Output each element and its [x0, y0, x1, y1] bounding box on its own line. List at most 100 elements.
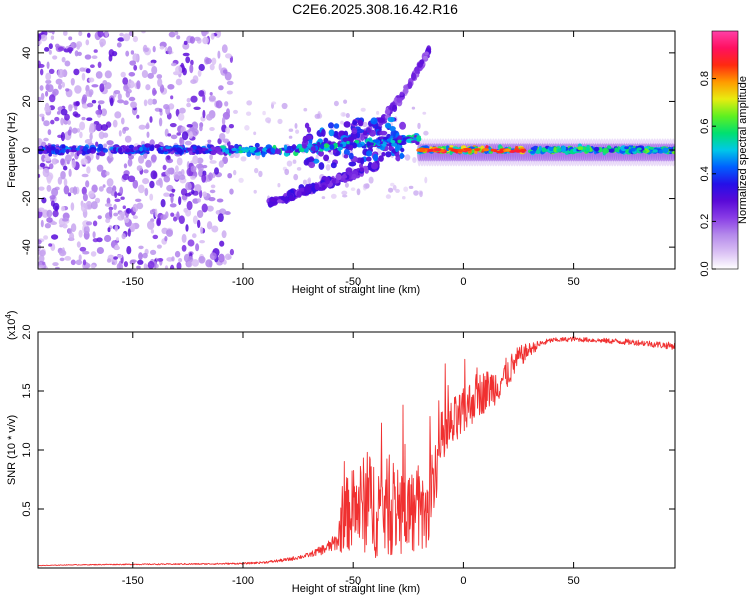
- scatter-spot: [38, 207, 45, 213]
- scatter-spot: [147, 72, 154, 79]
- scatter-spot: [219, 240, 225, 247]
- scatter-spot: [143, 47, 149, 52]
- scatter-spot: [85, 180, 90, 188]
- scatter-spot: [186, 200, 193, 211]
- scatter-spot: [191, 189, 195, 195]
- scatter-spot: [294, 123, 298, 129]
- scatter-spot: [108, 54, 113, 62]
- snr-x-tick-label: 50: [567, 575, 579, 587]
- lower-branch-spot: [269, 197, 276, 202]
- scatter-spot: [215, 100, 223, 109]
- scatter-spot: [104, 82, 112, 90]
- scatter-spot: [75, 259, 83, 266]
- scatter-spot: [101, 169, 108, 178]
- scatter-spot: [197, 198, 201, 203]
- scatter-spot: [202, 36, 209, 45]
- scatter-spot: [169, 264, 175, 269]
- scatter-spot: [222, 138, 230, 143]
- scatter-spot: [60, 117, 64, 126]
- scatter-spot: [123, 100, 129, 105]
- scatter-spot: [221, 44, 228, 53]
- main-band-spot: [231, 147, 237, 152]
- scatter-spot: [47, 31, 55, 34]
- scatter-spot: [238, 177, 244, 183]
- lower-branch-spot: [321, 184, 326, 191]
- scatter-spot: [136, 165, 143, 172]
- scatter-spot: [218, 63, 222, 71]
- scatter-spot: [86, 117, 93, 121]
- scatter-spot: [202, 191, 208, 197]
- mid-cluster-spot: [318, 150, 324, 157]
- main-band-spot: [125, 148, 131, 153]
- mid-cluster-spot: [308, 161, 316, 169]
- main-band-spot: [608, 148, 615, 153]
- scatter-spot: [187, 239, 195, 247]
- scatter-spot: [158, 117, 163, 127]
- mid-cluster-spot: [328, 129, 335, 137]
- scatter-spot: [216, 198, 224, 203]
- scatter-spot: [44, 105, 51, 113]
- main-band-spot: [346, 140, 350, 145]
- scatter-spot: [119, 211, 126, 217]
- scatter-spot: [39, 249, 46, 257]
- lower-branch-spot: [288, 194, 294, 202]
- mid-cluster-spot: [394, 145, 399, 153]
- scatter-spot: [341, 190, 348, 196]
- main-band-spot: [593, 146, 600, 152]
- scatter-spot: [81, 173, 89, 178]
- scatter-spot: [45, 79, 52, 84]
- scatter-spot: [112, 119, 118, 128]
- scatter-spot: [277, 118, 283, 125]
- main-band-spot: [560, 148, 566, 153]
- main-band-spot: [529, 150, 536, 154]
- scatter-spot: [116, 262, 124, 269]
- scatter-spot: [209, 252, 217, 260]
- main-band-spot: [250, 146, 257, 151]
- mid-cluster-spot: [381, 151, 386, 157]
- scatter-spot: [214, 31, 222, 38]
- scatter-spot: [86, 166, 91, 174]
- scatter-spot: [117, 93, 122, 101]
- spectrogram-y-ticks: -40 -20 0 20 40: [21, 47, 675, 255]
- upper-branch-spot: [423, 55, 428, 60]
- scatter-spot: [143, 169, 149, 174]
- main-band-spot: [298, 147, 306, 153]
- scatter-spot: [43, 235, 49, 240]
- main-band-spot: [586, 144, 590, 149]
- main-band-spot: [77, 150, 83, 155]
- main-band-spot: [112, 147, 117, 152]
- scatter-spot: [202, 31, 209, 35]
- scatter-spot: [183, 207, 189, 213]
- mid-cluster-spot: [348, 152, 354, 160]
- scatter-spot: [190, 165, 197, 173]
- main-band-spot: [210, 146, 216, 151]
- scatter-spot: [149, 193, 154, 201]
- main-band-spot: [572, 148, 577, 153]
- main-band-spot: [287, 150, 294, 153]
- main-band-spot: [238, 150, 243, 154]
- scatter-spot: [75, 101, 80, 106]
- scatter-spot: [197, 219, 201, 229]
- main-band-spot: [400, 141, 407, 145]
- scatter-spot: [79, 121, 86, 131]
- scatter-spot: [98, 186, 104, 192]
- scatter-spot: [106, 197, 111, 205]
- scatter-spot: [170, 95, 174, 100]
- scatter-spot: [62, 223, 68, 229]
- main-band-peak: [505, 148, 511, 152]
- scatter-spot: [40, 68, 44, 76]
- scatter-spot: [224, 211, 231, 216]
- scatter-spot: [43, 157, 52, 162]
- scatter-spot: [43, 137, 49, 142]
- scatter-spot: [201, 173, 207, 183]
- scatter-spot: [88, 190, 95, 198]
- scatter-spot: [39, 113, 45, 118]
- mid-cluster-spot: [343, 154, 349, 159]
- main-band-spot: [234, 143, 239, 149]
- scatter-spot: [221, 230, 227, 239]
- scatter-spot: [265, 117, 272, 123]
- main-band-spot: [614, 147, 619, 152]
- scatter-spot: [97, 215, 102, 220]
- scatter-spot: [163, 175, 171, 183]
- scatter-spot: [59, 257, 65, 262]
